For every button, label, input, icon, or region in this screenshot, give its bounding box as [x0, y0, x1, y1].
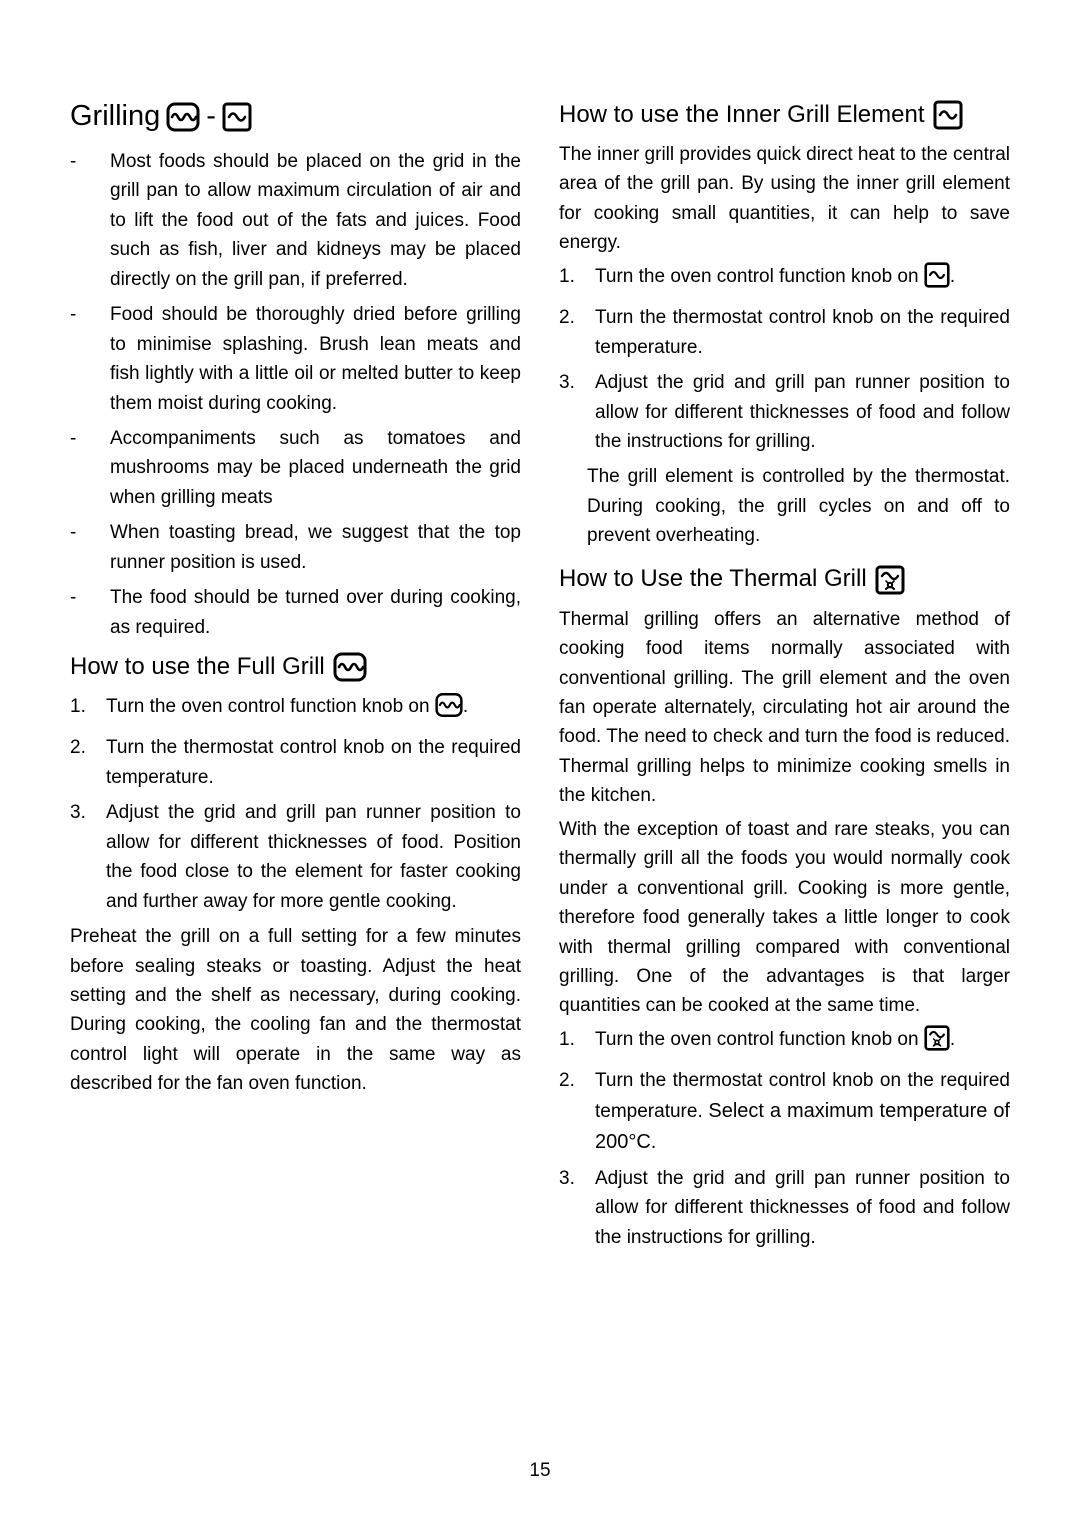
inner-grill-note: The grill element is controlled by the t… — [559, 462, 1010, 550]
list-item: -Most foods should be placed on the grid… — [70, 147, 521, 294]
thermal-grill-heading-text: How to Use the Thermal Grill — [559, 565, 867, 594]
list-item: -The food should be turned over during c… — [70, 583, 521, 642]
list-item: 3. Adjust the grid and grill pan runner … — [559, 368, 1010, 456]
thermal-grill-icon — [924, 1025, 950, 1060]
right-column: How to use the Inner Grill Element The i… — [559, 100, 1010, 1258]
inner-grill-icon — [222, 102, 252, 132]
full-grill-heading-text: How to use the Full Grill — [70, 653, 325, 682]
list-item: 2. Turn the thermostat control knob on t… — [559, 303, 1010, 362]
thermal-grill-heading: How to Use the Thermal Grill — [559, 565, 1010, 595]
inner-grill-intro: The inner grill provides quick direct he… — [559, 140, 1010, 258]
grilling-title: Grilling - — [70, 100, 521, 133]
list-item: 3. Adjust the grid and grill pan runner … — [559, 1164, 1010, 1252]
list-item: 1. Turn the oven control function knob o… — [559, 1025, 1010, 1060]
page-columns: Grilling - -Most foods should be placed … — [70, 100, 1010, 1258]
thermal-grill-icon — [875, 565, 905, 595]
list-item: 2. Turn the thermostat control knob on t… — [70, 733, 521, 792]
list-item: -When toasting bread, we suggest that th… — [70, 518, 521, 577]
left-column: Grilling - -Most foods should be placed … — [70, 100, 521, 1258]
grilling-tips-list: -Most foods should be placed on the grid… — [70, 147, 521, 642]
inner-grill-heading-text: How to use the Inner Grill Element — [559, 101, 925, 130]
list-item: 1. Turn the oven control function knob o… — [70, 692, 521, 727]
list-item: 2. Turn the thermostat control knob on t… — [559, 1066, 1010, 1157]
inner-grill-steps: 1. Turn the oven control function knob o… — [559, 262, 1010, 457]
inner-grill-icon — [924, 262, 950, 297]
title-separator: - — [206, 100, 216, 133]
list-item: -Accompaniments such as tomatoes and mus… — [70, 424, 521, 512]
list-item: 1. Turn the oven control function knob o… — [559, 262, 1010, 297]
inner-grill-icon — [933, 100, 963, 130]
list-item: -Food should be thoroughly dried before … — [70, 300, 521, 418]
list-item: 3. Adjust the grid and grill pan runner … — [70, 798, 521, 916]
thermal-grill-steps: 1. Turn the oven control function knob o… — [559, 1025, 1010, 1252]
full-grill-icon — [333, 652, 367, 682]
grilling-title-text: Grilling — [70, 100, 160, 133]
full-grill-icon — [435, 692, 463, 727]
full-grill-note: Preheat the grill on a full setting for … — [70, 922, 521, 1099]
thermal-grill-p1: Thermal grilling offers an alternative m… — [559, 605, 1010, 811]
inner-grill-heading: How to use the Inner Grill Element — [559, 100, 1010, 130]
thermal-grill-p2: With the exception of toast and rare ste… — [559, 815, 1010, 1021]
full-grill-steps: 1. Turn the oven control function knob o… — [70, 692, 521, 916]
page-number: 15 — [0, 1460, 1080, 1482]
full-grill-heading: How to use the Full Grill — [70, 652, 521, 682]
full-grill-icon — [166, 102, 200, 132]
